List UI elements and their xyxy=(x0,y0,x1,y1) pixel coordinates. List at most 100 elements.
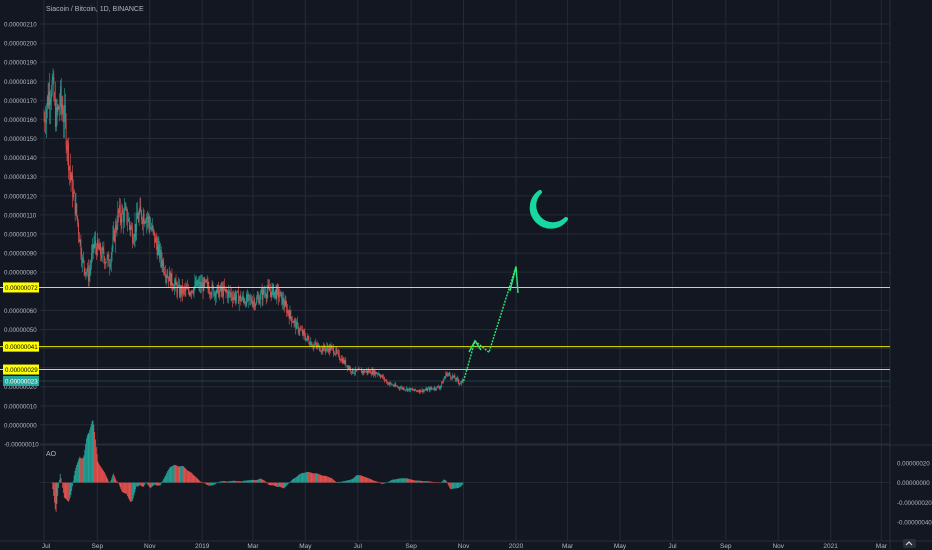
candle-body xyxy=(411,388,412,390)
candle-body xyxy=(112,236,114,248)
ao-bar xyxy=(340,481,342,483)
candle-body xyxy=(44,119,46,123)
ao-bar xyxy=(405,478,406,483)
candle-body xyxy=(130,227,132,230)
candle-body xyxy=(416,390,418,392)
ao-bar xyxy=(410,479,412,483)
ao-bar xyxy=(457,482,459,488)
candle-body xyxy=(92,244,93,254)
ao-bar xyxy=(345,480,346,483)
candle-body xyxy=(80,239,82,256)
ao-bar xyxy=(54,482,55,503)
candle-body xyxy=(366,370,368,373)
ao-bar xyxy=(373,480,374,483)
candle-body xyxy=(421,389,423,392)
ao-bar xyxy=(122,482,123,493)
ao-bar xyxy=(336,481,337,483)
candle-body xyxy=(115,225,117,230)
candle-body xyxy=(144,222,146,224)
candle-body xyxy=(338,352,340,359)
candle-body xyxy=(129,224,131,230)
ao-bar xyxy=(216,482,218,484)
ao-bar xyxy=(301,473,303,483)
ao-bar xyxy=(299,474,301,483)
candle-body xyxy=(201,282,203,287)
candle-body xyxy=(81,255,83,263)
ao-bar xyxy=(109,481,111,483)
level-label: 0.00000041 xyxy=(5,344,38,351)
candle-body xyxy=(220,285,222,292)
candle-body xyxy=(235,297,237,301)
ao-bar xyxy=(210,482,212,486)
ao-bar xyxy=(206,482,208,485)
ao-bar xyxy=(459,482,461,487)
ao-bar xyxy=(244,480,246,483)
ao-bar xyxy=(121,482,123,492)
candle-body xyxy=(156,244,158,255)
candle-body xyxy=(338,351,339,353)
y-tick-label: 0.00000170 xyxy=(4,98,37,105)
ao-bar xyxy=(346,480,348,483)
candle-body xyxy=(47,96,49,106)
candle-body xyxy=(413,390,415,391)
candle-body xyxy=(277,287,279,289)
ao-bar xyxy=(133,482,135,496)
candle-body xyxy=(323,345,324,352)
candle-body xyxy=(131,227,133,229)
ao-bar xyxy=(459,482,460,488)
candle-body xyxy=(259,300,261,304)
candle-body xyxy=(367,370,369,373)
candle-body xyxy=(264,292,265,294)
ao-bar xyxy=(113,475,115,483)
ao-bar xyxy=(131,482,133,501)
candle-body xyxy=(394,384,396,387)
candle-body xyxy=(73,191,74,198)
ao-bar xyxy=(316,473,318,483)
candle-body xyxy=(93,242,95,249)
ao-bar xyxy=(458,482,460,488)
ao-bar xyxy=(384,482,386,484)
candle-body xyxy=(451,377,452,379)
ao-bar xyxy=(195,476,196,483)
candle-body xyxy=(262,289,264,300)
ao-bar xyxy=(67,482,68,501)
candle-body xyxy=(248,294,250,296)
candle-body xyxy=(147,216,149,219)
tradingview-logo-icon[interactable] xyxy=(903,539,916,548)
ao-bar xyxy=(296,476,298,483)
ao-bar xyxy=(418,480,420,483)
candle-body xyxy=(155,237,157,245)
ao-bar xyxy=(317,473,319,483)
ao-bar xyxy=(58,479,60,483)
candle-body xyxy=(96,239,98,255)
y-tick-label: 0.00000100 xyxy=(4,232,37,239)
ao-bar xyxy=(124,482,126,494)
ao-bar xyxy=(136,482,137,487)
candle-body xyxy=(92,244,94,249)
candle-body xyxy=(165,274,166,278)
candle-body xyxy=(452,375,453,379)
candle-body xyxy=(352,368,354,374)
ao-bar xyxy=(132,482,134,499)
ao-bar xyxy=(232,480,233,483)
ao-bar xyxy=(222,481,224,483)
candle-body xyxy=(88,273,90,281)
candle-body xyxy=(427,388,429,391)
ao-bar xyxy=(126,482,128,495)
candle-body xyxy=(215,293,217,298)
candle-body xyxy=(87,267,88,273)
ao-bar xyxy=(380,482,382,484)
candle-body xyxy=(214,292,215,296)
ao-bar xyxy=(256,479,258,483)
ao-bar xyxy=(350,479,351,483)
ao-bar xyxy=(232,480,234,483)
ao-bar xyxy=(99,466,101,483)
projection-arrowhead-2 xyxy=(509,266,519,294)
candle-body xyxy=(406,388,408,391)
ao-bar xyxy=(163,479,164,483)
candle-body xyxy=(448,373,450,375)
ao-bar xyxy=(63,482,64,493)
ao-bar xyxy=(454,482,456,489)
ao-bar xyxy=(55,482,57,512)
